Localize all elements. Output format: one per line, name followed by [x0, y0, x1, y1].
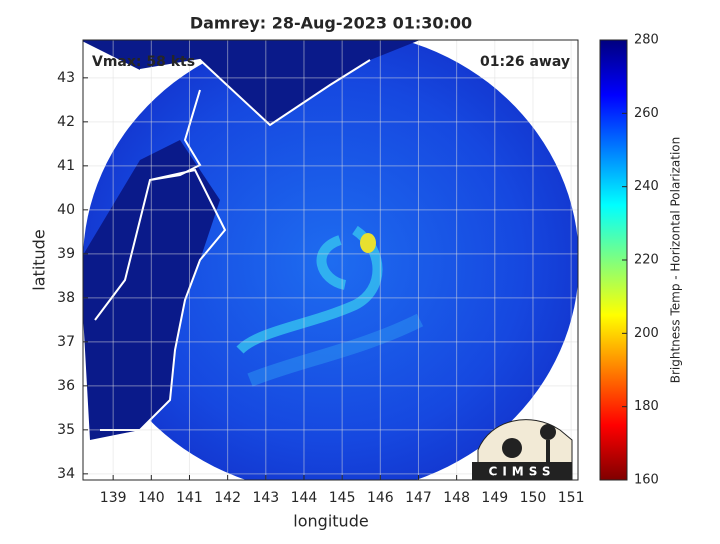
x-tick-label: 143	[252, 490, 279, 506]
x-tick-label: 141	[176, 490, 203, 506]
colorbar-tick-label: 180	[634, 399, 659, 414]
y-tick-label: 38	[57, 290, 75, 306]
y-tick-label: 37	[57, 334, 75, 350]
y-tick-label: 36	[57, 378, 75, 394]
x-tick-label: 148	[443, 490, 470, 506]
plot-frame	[82, 39, 579, 481]
y-tick-label: 41	[57, 158, 75, 174]
colorbar-label: Brightness Temp - Horizontal Polarizatio…	[669, 137, 683, 384]
grid	[83, 40, 578, 480]
x-tick-label: 147	[405, 490, 432, 506]
y-tick-label: 39	[57, 246, 75, 262]
colorbar-tick-label: 260	[634, 106, 659, 121]
annotation: 01:26 away	[480, 54, 570, 70]
y-tick-label: 42	[57, 114, 75, 130]
annotation: Vmax: 58 kts	[92, 54, 195, 70]
x-tick-label: 144	[291, 490, 318, 506]
x-tick-label: 145	[329, 490, 356, 506]
y-axis-label: latitude	[30, 229, 49, 290]
colorbar-tick-label: 240	[634, 179, 659, 194]
colorbar-tick-label: 280	[634, 33, 659, 48]
y-tick-label: 34	[57, 466, 75, 482]
x-tick-label: 151	[558, 490, 585, 506]
x-tick-label: 150	[520, 490, 547, 506]
colorbar-tick-label: 200	[634, 326, 659, 341]
logo-text: CIMSS	[489, 465, 556, 479]
y-tick-label: 43	[57, 70, 75, 86]
x-tick-label: 139	[100, 490, 127, 506]
x-axis-label: longitude	[293, 512, 368, 531]
logo: CIMSS	[472, 419, 573, 481]
x-tick-label: 142	[214, 490, 241, 506]
satellite-image	[83, 40, 578, 480]
chart-title: Damrey: 28-Aug-2023 01:30:00	[190, 14, 472, 33]
y-tick-label: 35	[57, 422, 75, 438]
x-tick-label: 149	[481, 490, 508, 506]
x-tick-label: 140	[138, 490, 165, 506]
y-tick-label: 40	[57, 202, 75, 218]
x-tick-label: 146	[367, 490, 394, 506]
colorbar-tick-label: 220	[634, 253, 659, 268]
colorbar-tick-label: 160	[634, 473, 659, 488]
